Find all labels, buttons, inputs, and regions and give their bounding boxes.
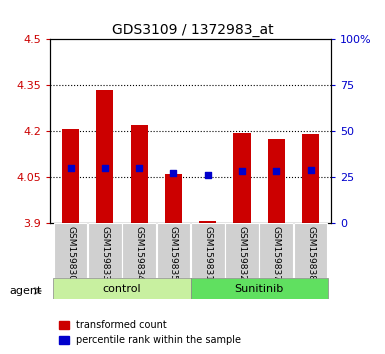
Text: GSM159834: GSM159834 (135, 226, 144, 281)
Text: GSM159831: GSM159831 (203, 226, 212, 281)
Point (205, 172, 211, 178)
Bar (259, 223, 293, 278)
Bar (54, 278, 191, 299)
Bar (122, 223, 156, 278)
Text: GDS3109 / 1372983_at: GDS3109 / 1372983_at (112, 23, 273, 37)
Bar (165, 174, 182, 223)
Bar (88, 223, 122, 278)
Text: GSM159837: GSM159837 (272, 226, 281, 281)
Text: GSM159833: GSM159833 (100, 226, 109, 281)
Bar (96, 90, 114, 223)
Point (239, 169, 245, 174)
Legend: transformed count, percentile rank within the sample: transformed count, percentile rank withi… (55, 316, 245, 349)
Bar (191, 223, 224, 278)
Bar (62, 130, 79, 223)
Point (67, 165, 74, 171)
Point (170, 171, 176, 176)
Point (136, 165, 142, 171)
Point (273, 169, 280, 174)
Text: GSM159832: GSM159832 (238, 226, 246, 281)
Bar (191, 278, 328, 299)
Text: GSM159838: GSM159838 (306, 226, 315, 281)
Text: control: control (103, 284, 141, 293)
Bar (268, 139, 285, 223)
Bar (302, 134, 319, 223)
Bar (294, 223, 327, 278)
Text: GSM159835: GSM159835 (169, 226, 178, 281)
Bar (225, 223, 259, 278)
Bar (54, 223, 87, 278)
Text: agent: agent (10, 286, 42, 296)
Point (102, 165, 108, 171)
Bar (157, 223, 190, 278)
Bar (131, 125, 148, 223)
Text: Sunitinib: Sunitinib (234, 284, 284, 293)
Point (308, 167, 314, 172)
Bar (233, 132, 251, 223)
Text: GSM159830: GSM159830 (66, 226, 75, 281)
Bar (199, 222, 216, 223)
